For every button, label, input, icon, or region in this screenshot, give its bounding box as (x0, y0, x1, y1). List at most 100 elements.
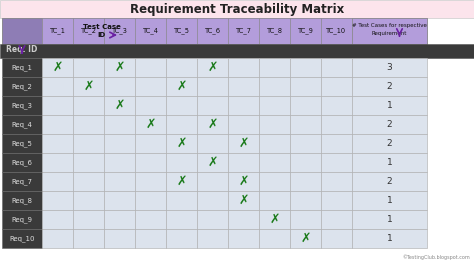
Bar (104, 18, 135, 44)
Bar (2, 115, 42, 134)
Bar (228, 153, 259, 172)
Bar (42, 153, 73, 172)
Bar (166, 134, 197, 153)
Bar (197, 77, 228, 96)
Bar (321, 58, 352, 77)
Bar (42, 58, 73, 77)
Text: Requirement: Requirement (372, 30, 407, 35)
Bar (104, 191, 135, 210)
Text: 1: 1 (387, 158, 392, 167)
Text: TC_8: TC_8 (266, 28, 283, 34)
Bar (290, 172, 321, 191)
Bar (104, 134, 135, 153)
Bar (166, 191, 197, 210)
Text: 2: 2 (387, 177, 392, 186)
Bar (321, 153, 352, 172)
Bar (259, 229, 290, 248)
Bar (290, 191, 321, 210)
Text: Req_3: Req_3 (11, 102, 33, 109)
Bar (135, 134, 166, 153)
Text: ✗: ✗ (176, 175, 187, 188)
Bar (259, 134, 290, 153)
Text: 2: 2 (387, 139, 392, 148)
Bar (73, 115, 104, 134)
Bar (352, 58, 427, 77)
Bar (352, 229, 427, 248)
Bar (352, 96, 427, 115)
Bar (135, 153, 166, 172)
Bar (2, 96, 42, 115)
Bar (197, 96, 228, 115)
Bar (352, 153, 427, 172)
Text: Req_10: Req_10 (9, 235, 35, 242)
Bar (135, 191, 166, 210)
Bar (352, 172, 427, 191)
Text: 1: 1 (387, 215, 392, 224)
Bar (352, 18, 427, 44)
Bar (352, 134, 427, 153)
Bar (2, 191, 42, 210)
Text: TC_6: TC_6 (204, 28, 220, 34)
Bar (42, 191, 73, 210)
Bar (321, 210, 352, 229)
Bar (290, 210, 321, 229)
Bar (42, 115, 73, 134)
Bar (290, 153, 321, 172)
Bar (73, 153, 104, 172)
Bar (228, 115, 259, 134)
Bar (42, 134, 73, 153)
Text: Req_5: Req_5 (11, 140, 32, 147)
Bar (2, 58, 42, 77)
Bar (197, 153, 228, 172)
Bar (290, 18, 321, 44)
Text: TC_10: TC_10 (327, 28, 346, 34)
Bar (352, 210, 427, 229)
Text: 2: 2 (387, 82, 392, 91)
Text: Req_1: Req_1 (11, 64, 33, 71)
Bar (197, 210, 228, 229)
Bar (259, 210, 290, 229)
Bar (352, 77, 427, 96)
Bar (135, 172, 166, 191)
Text: ©TestingClub.blogspot.com: ©TestingClub.blogspot.com (402, 254, 470, 260)
Bar (290, 229, 321, 248)
Text: ✗: ✗ (52, 61, 63, 74)
Bar (290, 58, 321, 77)
Bar (259, 18, 290, 44)
Bar (259, 153, 290, 172)
Bar (135, 18, 166, 44)
Bar (135, 58, 166, 77)
Bar (352, 191, 427, 210)
Bar (228, 134, 259, 153)
Text: ✗: ✗ (114, 99, 125, 112)
Text: TC_1: TC_1 (50, 28, 65, 34)
Bar (104, 153, 135, 172)
Bar (2, 18, 42, 44)
Bar (197, 134, 228, 153)
Bar (2, 18, 427, 44)
Bar (290, 96, 321, 115)
Text: Test Case: Test Case (83, 24, 121, 30)
Text: ✗: ✗ (207, 156, 218, 169)
Text: TC_4: TC_4 (143, 28, 158, 34)
Text: 2: 2 (387, 120, 392, 129)
Bar (42, 229, 73, 248)
Bar (197, 229, 228, 248)
Text: Req_7: Req_7 (11, 178, 33, 185)
Bar (104, 58, 135, 77)
Text: Req_6: Req_6 (11, 159, 33, 166)
Bar (166, 172, 197, 191)
Bar (2, 77, 42, 96)
Text: 1: 1 (387, 101, 392, 110)
Bar (73, 18, 104, 44)
Text: 3: 3 (387, 63, 392, 72)
Bar (73, 134, 104, 153)
Bar (228, 58, 259, 77)
Text: Req_8: Req_8 (11, 197, 33, 204)
Text: ✗: ✗ (83, 80, 94, 93)
Text: ✗: ✗ (176, 137, 187, 150)
Bar (259, 115, 290, 134)
Bar (290, 115, 321, 134)
Bar (166, 96, 197, 115)
Text: ✗: ✗ (238, 137, 249, 150)
